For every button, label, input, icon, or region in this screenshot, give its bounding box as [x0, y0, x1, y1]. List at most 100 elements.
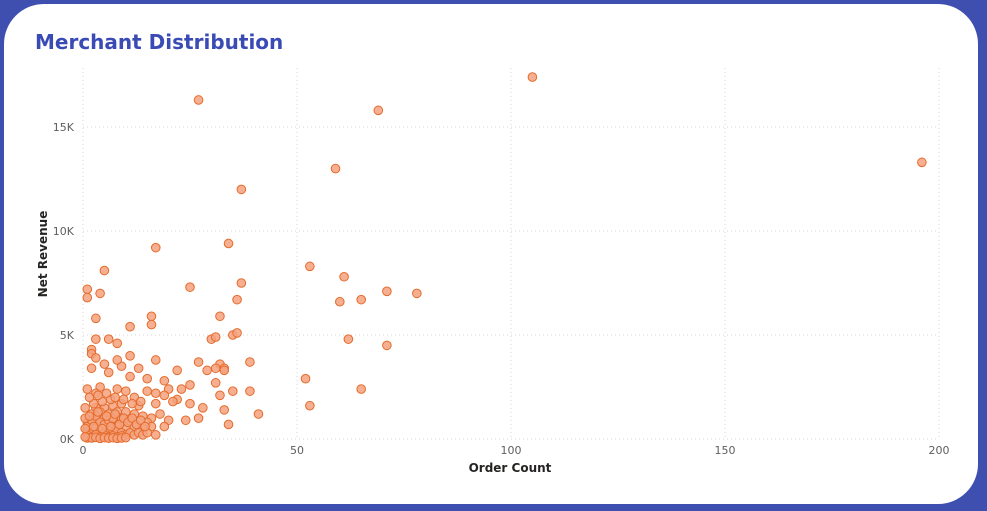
data-point[interactable]	[150, 398, 161, 409]
data-point[interactable]	[103, 334, 114, 344]
data-point[interactable]	[142, 386, 152, 396]
data-point[interactable]	[412, 288, 422, 299]
data-point[interactable]	[527, 72, 538, 82]
data-point[interactable]	[176, 384, 187, 394]
data-point[interactable]	[210, 378, 221, 388]
data-point[interactable]	[110, 392, 120, 403]
data-point[interactable]	[112, 384, 123, 394]
data-point[interactable]	[223, 419, 234, 430]
data-point[interactable]	[121, 386, 131, 396]
data-point[interactable]	[159, 375, 170, 386]
data-point[interactable]	[127, 398, 138, 409]
data-point[interactable]	[185, 282, 195, 292]
data-point[interactable]	[172, 365, 182, 376]
data-point[interactable]	[133, 363, 144, 374]
data-point[interactable]	[80, 403, 90, 413]
data-point[interactable]	[339, 271, 349, 282]
data-point[interactable]	[159, 390, 170, 401]
data-point[interactable]	[99, 265, 110, 276]
data-point[interactable]	[150, 388, 161, 399]
data-point[interactable]	[198, 403, 208, 413]
data-point[interactable]	[356, 294, 367, 305]
data-point[interactable]	[236, 278, 247, 288]
data-point[interactable]	[150, 355, 161, 365]
data-point[interactable]	[232, 294, 242, 305]
data-point[interactable]	[219, 405, 230, 415]
data-point[interactable]	[155, 409, 165, 419]
data-point[interactable]	[305, 261, 315, 272]
data-point[interactable]	[142, 373, 152, 384]
data-point[interactable]	[305, 400, 315, 411]
data-point[interactable]	[373, 105, 384, 116]
data-point[interactable]	[330, 163, 341, 174]
data-point[interactable]	[93, 390, 103, 401]
data-point[interactable]	[88, 421, 99, 432]
data-point[interactable]	[219, 365, 230, 376]
data-point[interactable]	[118, 394, 129, 405]
data-point[interactable]	[245, 386, 255, 396]
data-point[interactable]	[159, 421, 170, 432]
data-point[interactable]	[228, 386, 238, 396]
data-point[interactable]	[80, 423, 90, 434]
x-tick-label: 0	[80, 444, 87, 457]
data-point[interactable]	[112, 355, 123, 365]
data-point[interactable]	[112, 338, 123, 349]
data-point[interactable]	[82, 384, 93, 394]
data-point[interactable]	[82, 284, 93, 295]
data-point[interactable]	[185, 380, 195, 390]
data-point[interactable]	[232, 328, 242, 338]
data-point[interactable]	[343, 334, 354, 344]
data-point[interactable]	[84, 392, 95, 403]
data-point[interactable]	[193, 413, 204, 424]
data-point[interactable]	[236, 184, 247, 195]
data-point[interactable]	[93, 407, 103, 417]
data-point[interactable]	[86, 363, 97, 374]
data-point[interactable]	[335, 296, 345, 307]
data-point[interactable]	[101, 411, 112, 421]
data-point[interactable]	[106, 421, 116, 432]
data-point[interactable]	[215, 311, 225, 322]
data-point[interactable]	[125, 371, 135, 382]
data-point[interactable]	[150, 242, 161, 253]
data-point[interactable]	[180, 415, 191, 426]
data-point[interactable]	[95, 288, 105, 299]
data-point[interactable]	[215, 390, 225, 401]
data-point[interactable]	[917, 157, 927, 168]
data-point[interactable]	[80, 432, 90, 442]
x-tick-label: 200	[929, 444, 950, 457]
data-point[interactable]	[97, 423, 108, 434]
data-point[interactable]	[101, 388, 112, 399]
data-point[interactable]	[202, 365, 212, 376]
data-point[interactable]	[125, 351, 135, 361]
data-point[interactable]	[140, 421, 150, 432]
data-point[interactable]	[99, 359, 110, 369]
data-point[interactable]	[103, 367, 114, 378]
data-point[interactable]	[146, 311, 157, 322]
data-point[interactable]	[146, 319, 157, 330]
data-point[interactable]	[185, 398, 195, 409]
data-point[interactable]	[210, 363, 221, 374]
data-point[interactable]	[84, 411, 95, 421]
data-point[interactable]	[193, 95, 204, 105]
y-tick-label: 0K	[60, 433, 75, 446]
data-point[interactable]	[91, 334, 101, 344]
data-point[interactable]	[245, 357, 255, 367]
data-point[interactable]	[210, 332, 221, 342]
data-point[interactable]	[121, 432, 131, 443]
data-point[interactable]	[356, 384, 367, 394]
data-point[interactable]	[168, 396, 178, 407]
data-point[interactable]	[125, 321, 135, 332]
data-point[interactable]	[382, 340, 392, 351]
data-point[interactable]	[253, 409, 264, 419]
data-point[interactable]	[135, 396, 146, 407]
data-point[interactable]	[150, 430, 161, 440]
data-point[interactable]	[91, 353, 101, 363]
data-point[interactable]	[382, 286, 392, 297]
data-point[interactable]	[110, 409, 120, 419]
data-point[interactable]	[300, 373, 311, 384]
data-point[interactable]	[223, 238, 234, 249]
data-point[interactable]	[82, 292, 93, 303]
data-point[interactable]	[193, 357, 204, 367]
data-point[interactable]	[91, 313, 101, 324]
